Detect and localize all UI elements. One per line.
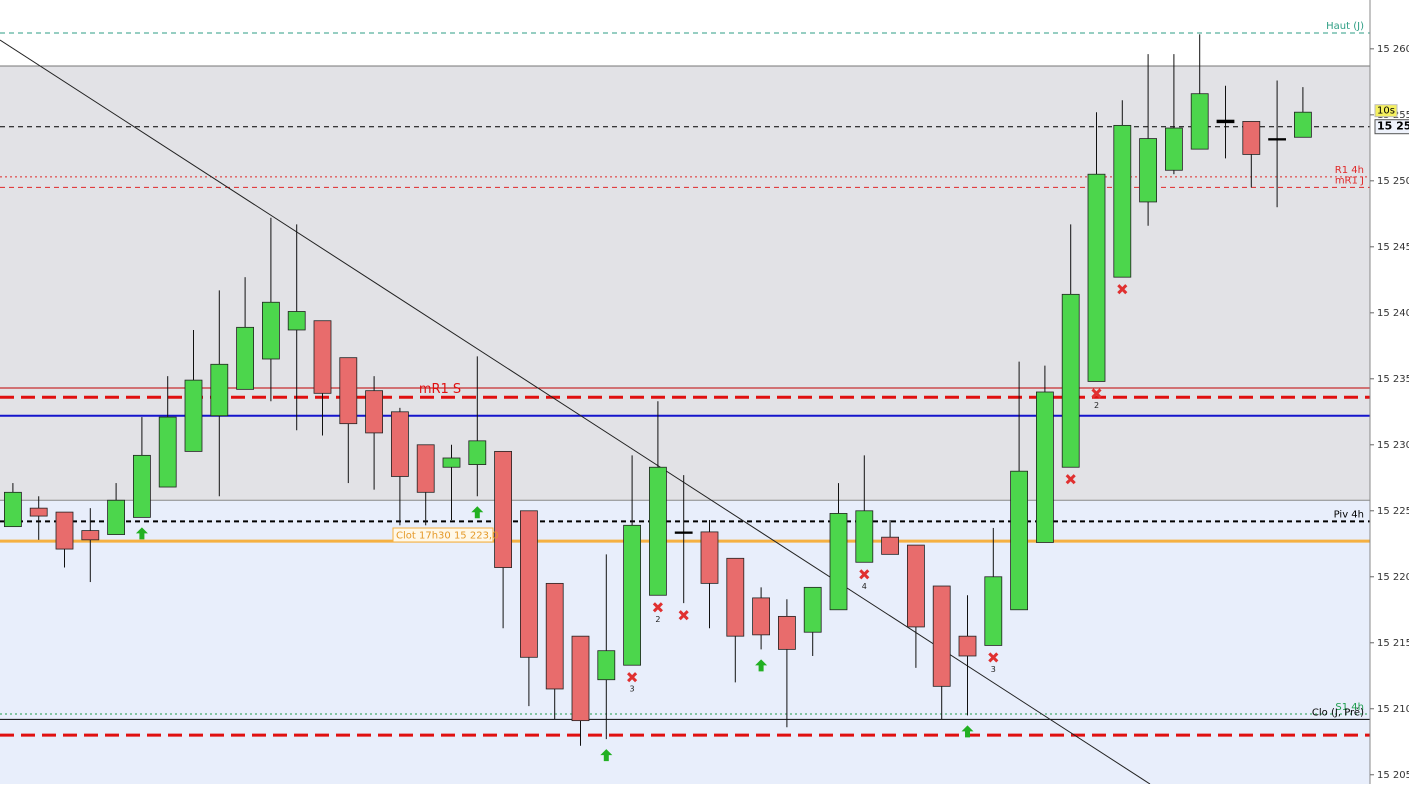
candle-body [442,457,461,468]
sell-cross [678,610,689,621]
candle-body [29,507,48,517]
signal-label: 3 [991,665,996,674]
candle-body [1268,138,1286,141]
annotation-box [392,527,494,543]
signal-label: 2 [655,615,660,624]
candle-body [984,576,1003,646]
y-tick-label: 15 225 [1377,506,1409,517]
candle-body [520,510,538,658]
candle-body [1165,127,1183,171]
y-tick-label: 15 235 [1377,374,1409,385]
annotation: Clot 17h30 15 223,0 [396,531,498,542]
candle-body [158,416,177,488]
candle-body [184,379,203,452]
candle-body [597,650,616,681]
candle-body [55,511,74,550]
candle-body [623,524,641,666]
candle-body [494,450,513,568]
candle-body [1216,119,1235,124]
y-tick-label: 15 210 [1377,704,1409,715]
candle-body [907,544,925,628]
candle-body [700,531,719,584]
y-tick-label: 15 220 [1377,572,1409,583]
candle-body [1036,391,1054,543]
candle-body [1061,293,1080,468]
candle-body [365,390,384,434]
candle-body [1139,138,1157,203]
level-label: Clo (J, Pré) [1312,706,1364,718]
sell-cross [627,672,638,683]
candle-body [1294,111,1312,138]
timer-box [1374,104,1398,118]
y-tick-label: 15 245 [1377,242,1409,253]
trend-line [0,39,1151,785]
level-label: mR1 J [1335,175,1364,186]
zone [0,65,1370,501]
last-price-box [1374,119,1409,135]
level-label: R1 4h [1335,165,1364,176]
candle-body [1190,93,1209,150]
sell-cross [988,652,999,663]
y-tick-label: 15 230 [1377,440,1409,451]
sell-cross [652,602,663,613]
timer: 10s [1377,106,1395,117]
candle-body [674,531,693,534]
buy-arrow [135,527,148,540]
candle-body [468,440,487,465]
candle-body [958,635,977,657]
candle-body [932,585,951,687]
buy-arrow [471,506,484,519]
candle-body [4,491,22,528]
candle-body [339,357,358,425]
sell-cross [1117,284,1128,295]
signal-label: 4 [862,582,867,591]
candle-body [390,411,409,477]
level-label: S1 4h [1335,702,1364,713]
candle-body [649,466,667,596]
candle-body [313,320,332,394]
y-tick-label: 15 250 [1377,176,1409,187]
signal-label: 3 [630,685,635,694]
candle-body [81,530,100,541]
candle-body [571,635,590,722]
zone [0,500,1370,784]
y-tick-label: 15 205 [1377,770,1409,781]
candle-body [726,557,745,637]
y-tick-label: 15 240 [1377,308,1409,319]
level-label: mR1 S [419,382,461,397]
candle-body [1242,121,1261,155]
candle-body [545,582,564,690]
buy-arrow [961,725,974,738]
candle-body [1113,124,1132,278]
candle-body [1087,173,1106,382]
candle-body [132,454,151,518]
y-tick-label: 15 215 [1377,638,1409,649]
sell-cross [859,569,870,580]
y-tick-label: 15 260 [1377,44,1409,55]
candle-body [881,536,899,555]
candle-body [829,513,848,611]
candle-body [236,326,255,390]
candle-body [210,363,229,417]
candle-body [778,615,796,650]
candle-body [287,311,306,331]
buy-arrow [600,749,613,762]
level-label: Haut (J) [1326,21,1364,32]
candle-body [752,597,770,636]
candle-body [855,510,874,563]
candle-body [261,301,280,360]
candle-body [107,499,125,535]
sell-cross [1091,388,1102,399]
candle-body [803,586,822,633]
buy-arrow [755,659,768,672]
signal-label: 2 [1094,401,1099,410]
sell-cross [1065,474,1076,485]
last-price: 15 254 [1377,120,1409,133]
candle-body [1010,470,1028,611]
level-label: Piv 4h [1334,509,1364,520]
candle-body [416,444,435,493]
